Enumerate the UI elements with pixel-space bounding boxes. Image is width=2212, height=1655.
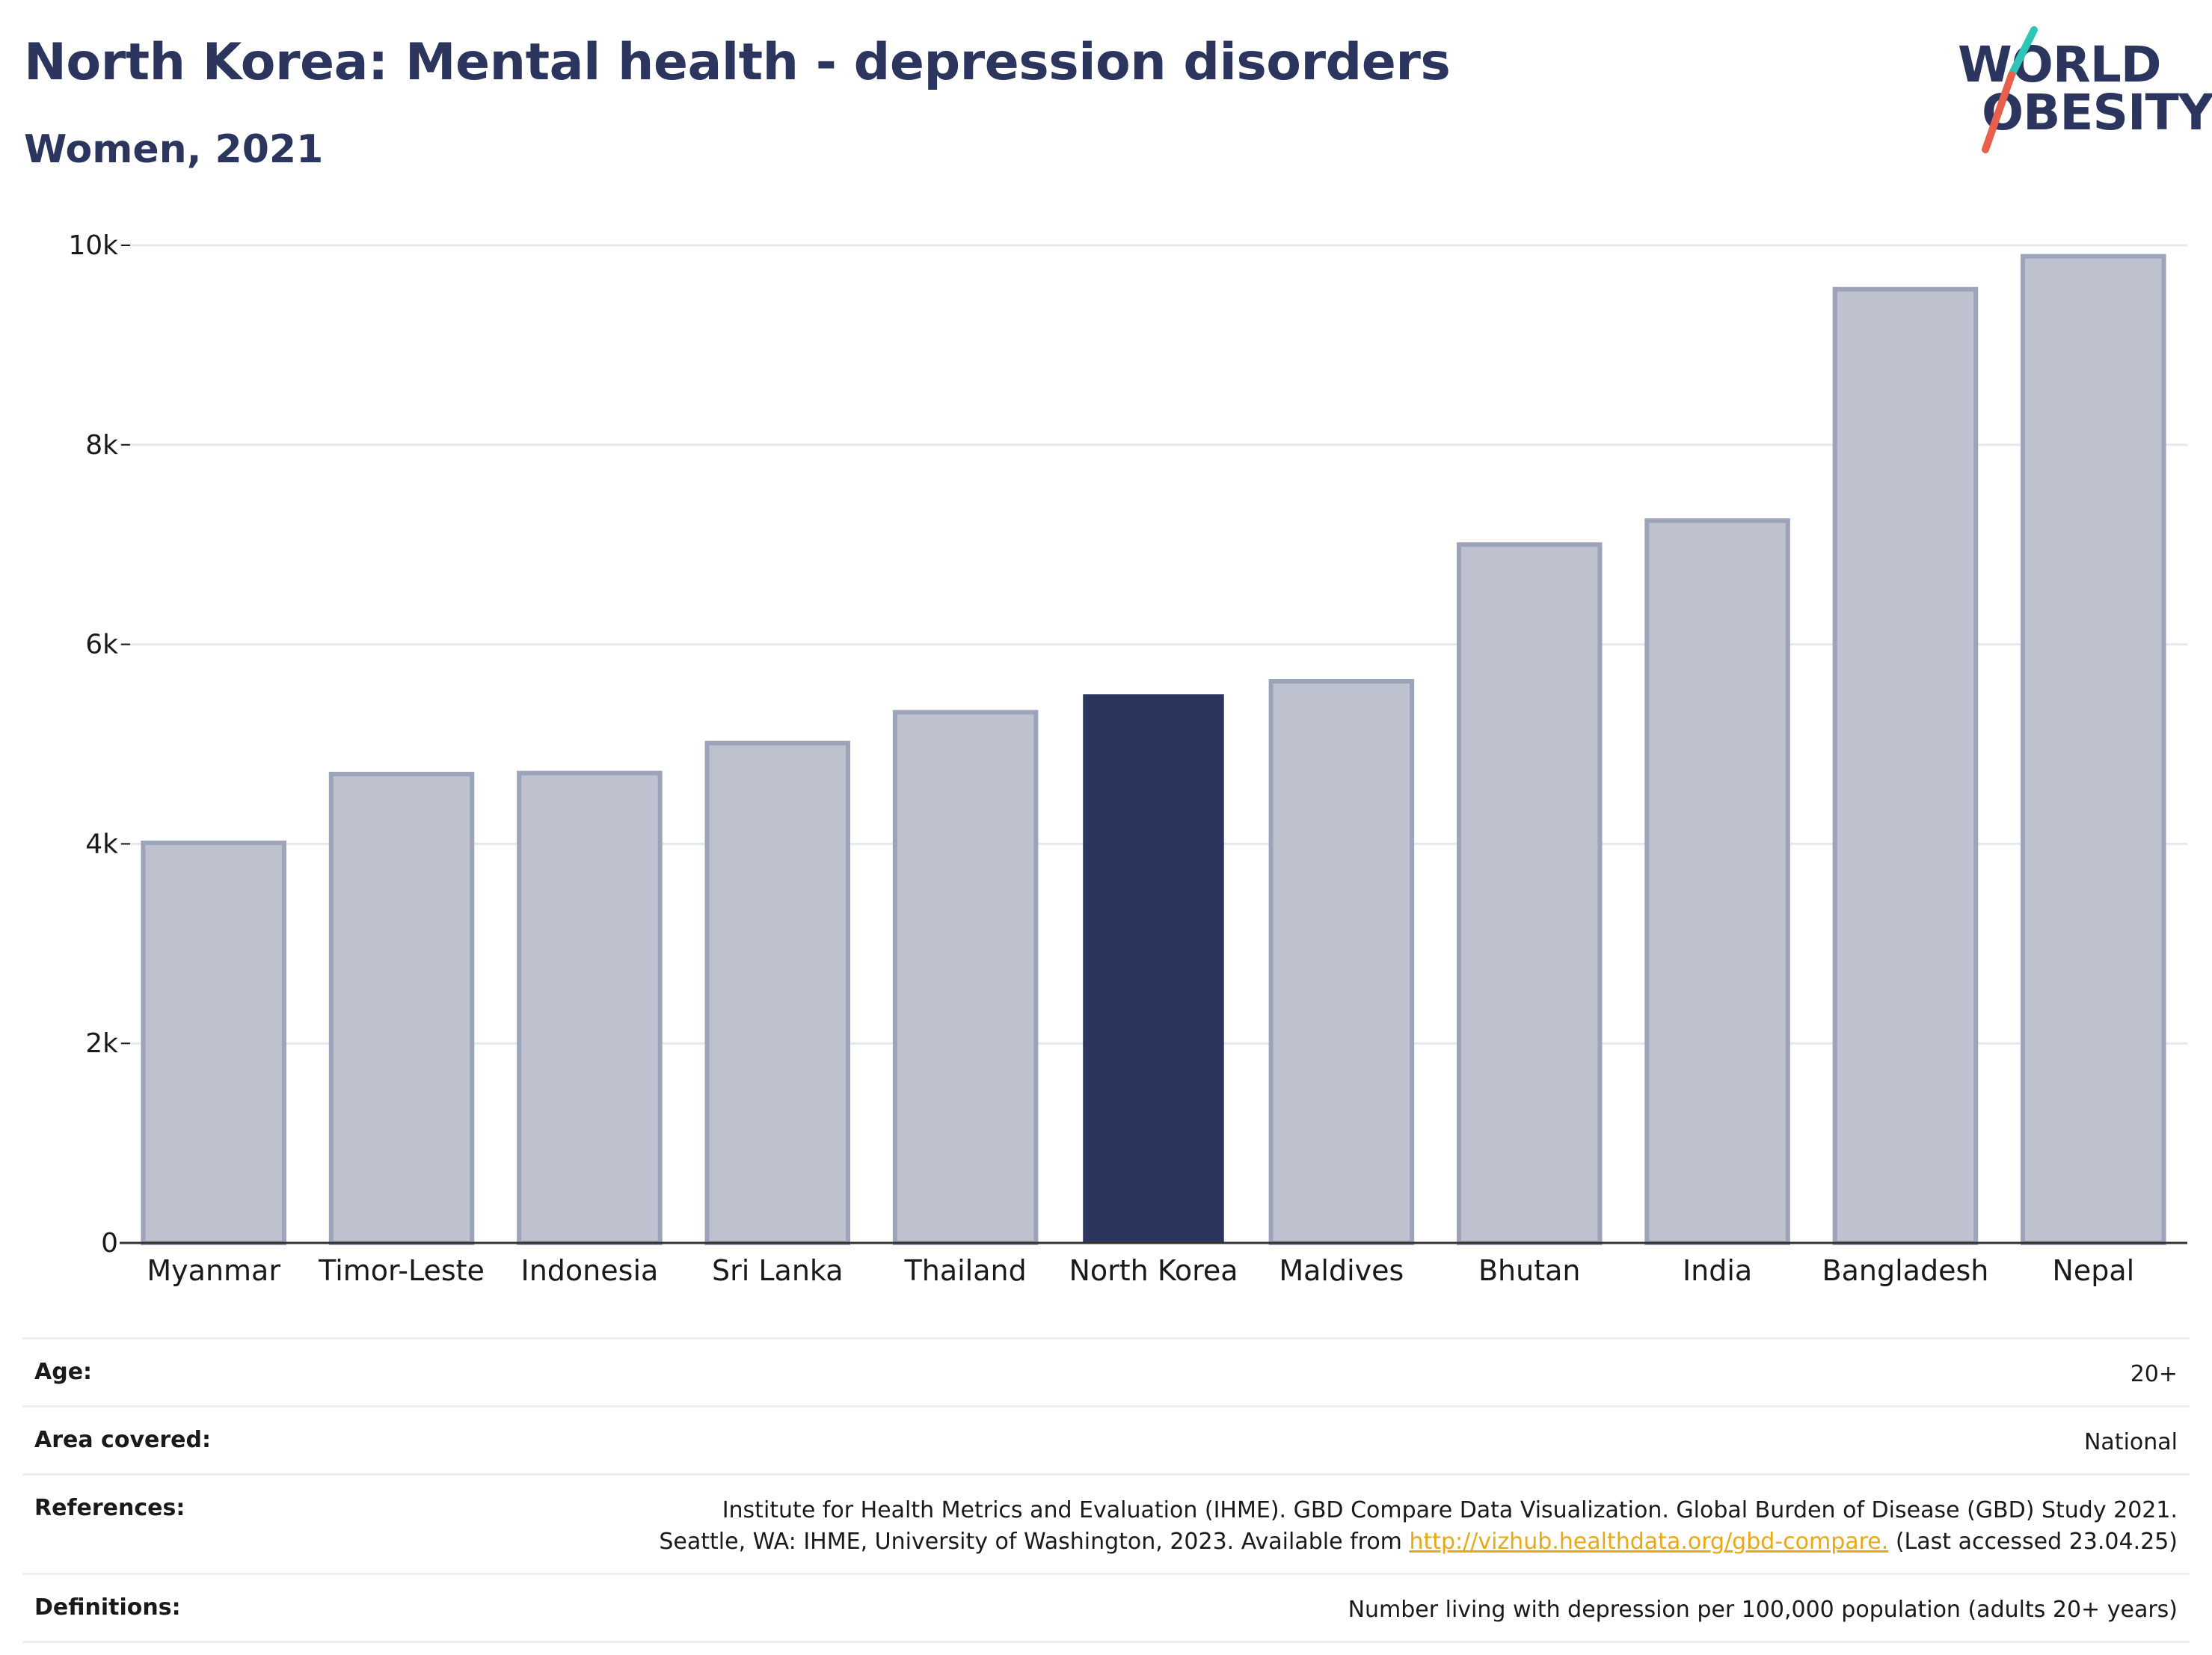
definitions-value: Number living with depression per 100,00… [1348,1597,2178,1623]
bar-bhutan [1456,542,1603,1245]
bar-chart: 0 2k 4k 6k 8k 10k Myanmar Timor-Leste Indonesia S… [68,230,2187,1287]
meta-row-references: References: Institute for Health Metrics… [22,1473,2190,1573]
chart-title: North Korea: Mental health - depression … [24,33,1451,92]
bar-myanmar [141,841,286,1246]
meta-row-age: Age: 20+ [22,1337,2190,1405]
chart-subtitle: Women, 2021 [24,127,324,172]
y-tick-label: 2k [85,1028,118,1059]
references-line1: Institute for Health Metrics and Evaluat… [722,1497,2178,1523]
y-tick-label: 6k [85,630,118,660]
bar-bangladesh [1832,286,1979,1245]
x-tick-label: Sri Lanka [712,1254,844,1287]
bar-sri-lanka [704,740,851,1245]
world-obesity-logo: WORLD OBESITY [1952,22,2212,157]
y-tick-label: 8k [85,430,118,461]
references-link[interactable]: http://vizhub.healthdata.org/gbd-compare… [1409,1529,1889,1555]
bar-nepal [2021,254,2166,1246]
x-tick-label: Indonesia [521,1254,659,1287]
age-value: 20+ [2130,1361,2178,1387]
definitions-label: Definitions: [34,1594,181,1621]
bar-timor-leste [328,772,475,1245]
x-tick-label: Bhutan [1478,1254,1581,1287]
meta-row-definitions: Definitions: Number living with depressi… [22,1573,2190,1643]
y-tick-label: 0 [101,1228,118,1259]
logo-slash-icon [1982,26,2038,153]
x-tick-label: Maldives [1279,1254,1404,1287]
x-tick-label: North Korea [1069,1254,1238,1287]
references-line2-pre: Seattle, WA: IHME, University of Washing… [659,1529,1410,1555]
x-tick-label: Nepal [2052,1254,2134,1287]
bar-indonesia [517,770,663,1246]
bar-india [1644,518,1790,1245]
metadata-table: Age: 20+ Area covered: National Referenc… [22,1337,2190,1643]
logo-text-obesity: OBESITY [1982,84,2212,141]
references-line2-post: (Last accessed 23.04.25) [1888,1529,2178,1555]
meta-row-area: Area covered: National [22,1405,2190,1473]
references-label: References: [34,1495,185,1521]
logo-text-world: WORLD [1958,36,2162,93]
x-tick-label: Thailand [904,1254,1027,1287]
bar-maldives [1268,678,1415,1245]
area-label: Area covered: [34,1427,211,1453]
age-label: Age: [34,1359,93,1385]
y-tick-label: 10k [68,230,118,261]
y-tick-label: 4k [85,829,118,859]
bar-thailand [892,710,1039,1245]
x-tick-label: Timor-Leste [318,1254,485,1287]
area-value: National [2083,1429,2178,1455]
x-tick-label: Bangladesh [1822,1254,1989,1287]
x-tick-label: India [1683,1254,1752,1287]
x-tick-label: Myanmar [147,1254,280,1287]
references-value: Institute for Health Metrics and Evaluat… [659,1495,2178,1558]
bar-north-korea [1083,694,1224,1243]
